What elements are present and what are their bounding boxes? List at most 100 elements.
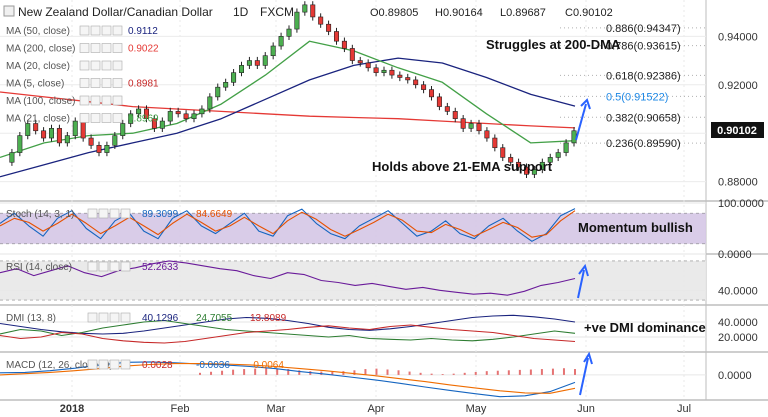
ohlc-high: H0.90164 [435, 7, 483, 19]
candle-body [144, 108, 150, 119]
candle-body [421, 84, 427, 90]
candle-body [41, 130, 47, 139]
panel-value: -0.0036 [196, 360, 230, 371]
indicator-control-icon [79, 43, 90, 53]
candle-body [373, 67, 379, 73]
indicator-bands [0, 212, 706, 301]
x-axis-label: Mar [267, 403, 286, 415]
indicator-control-icon [112, 25, 123, 36]
x-axis-label: Apr [367, 403, 384, 415]
candle-body [302, 4, 308, 13]
indicator-control-icon [79, 60, 90, 71]
annotation-momentum: Momentum bullish [578, 220, 693, 235]
candle-body [207, 96, 213, 110]
indicator-control-icon [112, 78, 123, 88]
indicator-control-icon [90, 78, 101, 88]
panel-control-icon [109, 261, 120, 272]
candle-body [563, 142, 569, 153]
panel-control-icon [120, 261, 131, 272]
candle-body [516, 161, 522, 168]
candle-body [167, 111, 173, 122]
arrowhead-price [580, 98, 591, 110]
indicator-control-icon [90, 113, 101, 123]
candle-body [96, 145, 102, 153]
candle-body [112, 135, 118, 146]
panel-control-icon [120, 208, 131, 219]
panel-control-icon [109, 359, 120, 370]
candle-body [72, 120, 78, 136]
candle-body [326, 23, 332, 32]
fib-level-label: 0.236(0.89590) [606, 138, 681, 150]
indicator-control-icon [79, 95, 90, 106]
indicator-control-icon [112, 113, 123, 123]
timeframe[interactable]: 1D [233, 5, 249, 19]
panel-tick-label: 40.0000 [718, 317, 758, 329]
x-axis-label: Jun [577, 403, 595, 415]
candle-body [270, 45, 276, 56]
panel-tick-label: 20.0000 [718, 332, 758, 344]
panel-label: MACD (12, 26, close, 9) [6, 360, 113, 371]
panel-value: 89.3099 [142, 209, 179, 220]
candle-body [25, 123, 31, 136]
last-price-tag: 0.90102 [711, 122, 764, 138]
panel-control-icon [87, 208, 98, 219]
candle-body [136, 108, 142, 115]
candle-body [428, 89, 434, 98]
panel-control-icon [109, 208, 120, 219]
source: FXCM [260, 5, 294, 19]
fib-level-label: 0.382(0.90658) [606, 112, 681, 124]
candle-body [262, 55, 268, 66]
candle-body [159, 120, 165, 129]
candle-body [191, 113, 197, 119]
candle-body [436, 96, 442, 107]
fib-level-label: 0.618(0.92386) [606, 70, 681, 82]
panel-value: 24.7055 [196, 313, 233, 324]
candle-body [571, 130, 577, 144]
indicator-control-icon [112, 60, 123, 71]
indicator-band [0, 213, 706, 244]
panel-value: 52.2633 [142, 262, 179, 273]
candle-body [151, 118, 157, 129]
candle-body [397, 74, 403, 78]
x-axis-label: Feb [171, 403, 190, 415]
candle-body [17, 135, 23, 153]
panel-value: 13.8089 [250, 313, 287, 324]
candle-body [460, 118, 466, 129]
panel-label: RSI (14, close) [6, 262, 72, 273]
indicator-control-icon [90, 60, 101, 71]
panel-control-icon [87, 312, 98, 323]
indicator-control-icon [101, 60, 112, 71]
panel-control-icon [98, 359, 109, 370]
arrow-rsi [577, 269, 585, 299]
indicator-legend: MA (50, close) 0.9112 MA (200, close) 0.902… [6, 25, 287, 371]
indicator-line [0, 260, 576, 296]
candle-body [56, 128, 62, 144]
indicator-control-icon [90, 95, 101, 106]
indicator-label: MA (5, close) [6, 79, 64, 90]
ohlc-low: L0.89687 [500, 7, 546, 19]
panel-control-icon [109, 312, 120, 323]
indicator-control-icon [112, 43, 123, 53]
candle-body [88, 137, 94, 146]
panel-value: -0.0064 [250, 360, 284, 371]
indicator-control-icon [79, 113, 90, 123]
ma-line [0, 57, 576, 178]
x-axis-label: May [466, 403, 487, 415]
panel-label: Stoch (14, 3, 1) [6, 209, 74, 220]
candle-body [246, 60, 252, 66]
indicator-value: 0.9022 [128, 44, 159, 55]
indicator-label: MA (50, close) [6, 26, 70, 37]
candle-body [539, 161, 545, 170]
panel-control-icon [120, 359, 131, 370]
price-tick-label: 0.94000 [718, 31, 758, 43]
panel-control-icon [98, 312, 109, 323]
candle-body [9, 152, 15, 163]
indicator-label: MA (21, close) [6, 114, 70, 125]
ohlc-close: C0.90102 [565, 7, 613, 19]
indicator-control-icon [101, 113, 112, 123]
series-layer [0, 1, 577, 398]
candle-body [413, 79, 419, 86]
collapse-icon[interactable] [3, 5, 15, 17]
candle-body [476, 123, 482, 132]
